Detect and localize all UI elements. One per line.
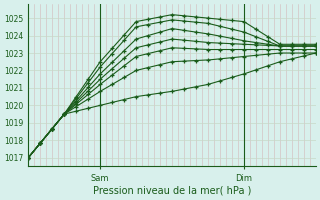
- X-axis label: Pression niveau de la mer( hPa ): Pression niveau de la mer( hPa ): [93, 186, 251, 196]
